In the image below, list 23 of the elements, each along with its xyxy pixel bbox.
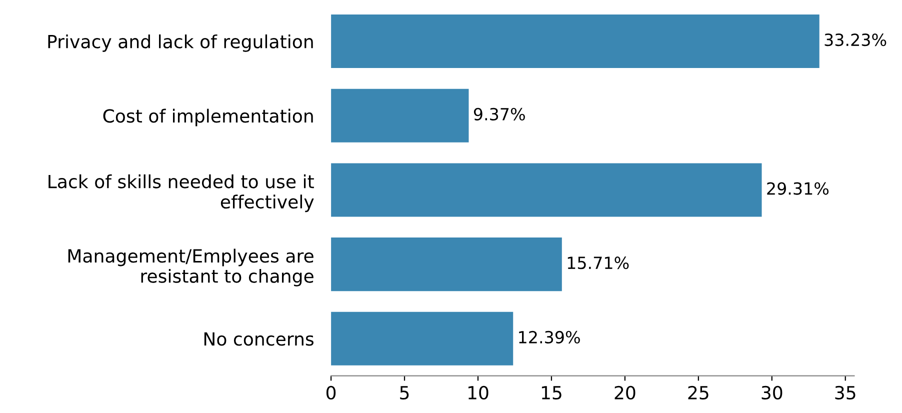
x-tick-label: 35	[835, 386, 856, 400]
x-tick-label: 5	[400, 386, 409, 400]
x-tick-label: 10	[468, 386, 488, 400]
data-label: 29.31%	[767, 182, 829, 195]
bar	[331, 163, 762, 217]
y-tick-label: Cost of implementation	[103, 108, 313, 126]
x-tick-label: 20	[614, 386, 636, 400]
data-label: 9.37%	[474, 108, 525, 120]
x-tick-label: 25	[688, 386, 708, 400]
bar	[331, 238, 562, 292]
data-label: 33.23%	[824, 34, 886, 46]
y-tick-label: Management/Emplyees are resistant to change	[68, 248, 314, 286]
y-tick-label: Lack of skills needed to use it effectively	[48, 174, 314, 212]
bar	[331, 312, 514, 366]
data-label: 12.39%	[519, 330, 580, 344]
y-tick-label: No concerns	[204, 332, 314, 346]
bar	[331, 14, 820, 68]
data-label: 15.71%	[568, 256, 629, 270]
x-tick-label: 0	[326, 386, 336, 400]
x-tick-label: 15	[542, 386, 562, 400]
x-tick-label: 30	[762, 386, 782, 400]
y-tick-label: Privacy and lack of regulation	[48, 34, 313, 52]
bar	[331, 88, 469, 142]
